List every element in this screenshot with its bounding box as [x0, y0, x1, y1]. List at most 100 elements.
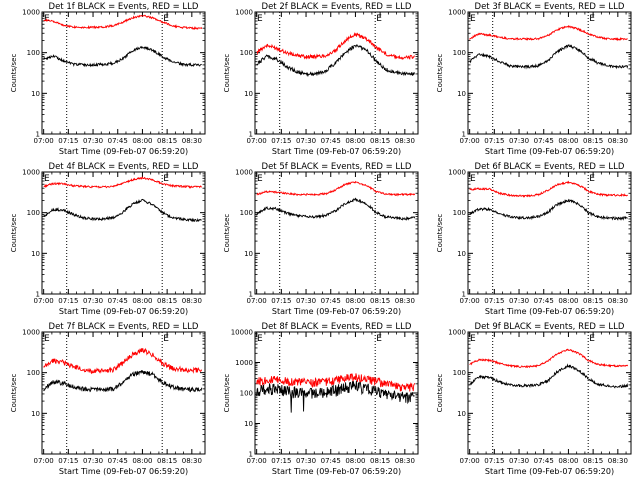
- series-line-events: [43, 45, 202, 68]
- chart-panel-2: Det 2f BLACK = Events, RED = LLD Counts/s…: [223, 2, 419, 156]
- x-tick-label: 07:45: [534, 457, 554, 465]
- series-line-lld: [469, 348, 629, 369]
- series-line-lld: [469, 180, 629, 198]
- x-tick-label: 07:45: [108, 137, 128, 145]
- chart-panel-1: Det 1f BLACK = Events, RED = LLD Counts/s…: [10, 2, 206, 156]
- series-line-events: [256, 197, 416, 221]
- plot-frame: [467, 171, 632, 295]
- x-tick-label: 07:30: [509, 457, 529, 465]
- x-tick-label: 08:30: [395, 457, 415, 465]
- y-tick-label: 1: [249, 131, 253, 139]
- y-tick-label: 100: [27, 209, 40, 217]
- x-tick-label: 07:30: [296, 457, 316, 465]
- y-tick-label: 10: [31, 250, 40, 258]
- x-tick-label: 08:15: [157, 457, 177, 465]
- y-axis-label: Counts/sec: [223, 374, 231, 413]
- x-tick-label: 08:15: [370, 137, 390, 145]
- y-tick-label: 1: [462, 291, 466, 299]
- chart-title: Det 3f BLACK = Events, RED = LLD: [475, 2, 625, 12]
- plot-frame: [254, 171, 419, 295]
- x-tick-label: 07:30: [83, 457, 103, 465]
- y-tick-label: 1000: [22, 9, 40, 17]
- x-tick-label: 08:30: [182, 457, 202, 465]
- x-tick-label: 08:15: [583, 137, 603, 145]
- event-marker-label: E: [376, 14, 382, 24]
- x-tick-label: 08:15: [583, 297, 603, 305]
- series-line-events: [469, 198, 628, 221]
- x-tick-label: 08:15: [583, 457, 603, 465]
- y-tick-label: 1000: [235, 9, 253, 17]
- x-tick-label: 07:00: [460, 137, 480, 145]
- y-tick-label: 1000: [235, 169, 253, 177]
- event-marker-label: E: [44, 334, 50, 344]
- series-line-events: [469, 44, 629, 70]
- y-tick-label: 100: [27, 369, 40, 377]
- chart-panel-5: Det 5f BLACK = Events, RED = LLD Counts/s…: [223, 162, 419, 316]
- x-tick-label: 08:00: [132, 297, 152, 305]
- y-tick-label: 1000: [235, 359, 253, 367]
- x-axis-label: Start Time (09-Feb-07 06:59:20): [485, 147, 614, 156]
- y-tick-label: 1000: [448, 9, 466, 17]
- y-tick-label: 10: [244, 250, 253, 258]
- x-tick-label: 08:15: [157, 297, 177, 305]
- x-tick-label: 07:15: [58, 457, 78, 465]
- x-tick-label: 08:30: [182, 297, 202, 305]
- event-marker-label: E: [376, 174, 382, 184]
- x-tick-label: 07:15: [484, 457, 504, 465]
- event-marker-label: E: [589, 174, 595, 184]
- series-line-lld: [469, 25, 628, 42]
- y-tick-label: 100: [453, 49, 466, 57]
- x-tick-label: 07:30: [296, 297, 316, 305]
- series-line-events: [43, 198, 202, 223]
- x-tick-label: 07:00: [460, 457, 480, 465]
- y-tick-label: 1: [249, 451, 253, 459]
- plot-frame: [41, 171, 206, 295]
- x-tick-label: 07:00: [34, 137, 54, 145]
- y-tick-label: 10: [457, 250, 466, 258]
- x-tick-label: 07:15: [271, 297, 291, 305]
- y-tick-label: 1: [36, 131, 40, 139]
- event-marker-label: E: [257, 334, 263, 344]
- event-marker-label: E: [470, 14, 476, 24]
- x-tick-label: 07:30: [509, 297, 529, 305]
- y-axis-label: Counts/sec: [10, 374, 18, 413]
- y-tick-label: 10: [244, 90, 253, 98]
- y-tick-label: 10: [31, 90, 40, 98]
- y-tick-label: 100: [240, 49, 253, 57]
- series-line-lld: [256, 180, 416, 197]
- chart-panel-7: Det 7f BLACK = Events, RED = LLD Counts/s…: [10, 322, 206, 476]
- y-tick-label: 1: [462, 131, 466, 139]
- x-tick-label: 07:15: [271, 457, 291, 465]
- x-tick-label: 07:30: [509, 137, 529, 145]
- event-marker-label: E: [163, 334, 169, 344]
- x-tick-label: 08:15: [157, 137, 177, 145]
- x-axis-label: Start Time (09-Feb-07 06:59:20): [59, 147, 188, 156]
- x-tick-label: 08:15: [370, 297, 390, 305]
- y-tick-label: 100: [453, 209, 466, 217]
- series-line-events: [256, 43, 416, 78]
- x-tick-label: 07:45: [108, 297, 128, 305]
- event-marker-label: E: [44, 174, 50, 184]
- y-axis-label: Counts/sec: [10, 54, 18, 93]
- chart-title: Det 9f BLACK = Events, RED = LLD: [475, 322, 625, 332]
- y-tick-label: 1000: [22, 169, 40, 177]
- x-tick-label: 07:30: [83, 297, 103, 305]
- chart-title: Det 8f BLACK = Events, RED = LLD: [262, 322, 412, 332]
- y-tick-label: 1000: [22, 329, 40, 337]
- x-tick-label: 08:30: [395, 137, 415, 145]
- chart-title: Det 2f BLACK = Events, RED = LLD: [262, 2, 412, 12]
- x-axis-label: Start Time (09-Feb-07 06:59:20): [485, 467, 614, 476]
- x-tick-label: 07:15: [58, 137, 78, 145]
- y-tick-label: 100: [27, 49, 40, 57]
- x-axis-label: Start Time (09-Feb-07 06:59:20): [272, 307, 401, 316]
- x-tick-label: 08:30: [608, 297, 628, 305]
- event-marker-label: E: [470, 334, 476, 344]
- event-marker-label: E: [376, 334, 382, 344]
- x-tick-label: 08:00: [558, 137, 578, 145]
- x-tick-label: 07:45: [321, 137, 341, 145]
- y-tick-label: 1000: [448, 169, 466, 177]
- x-axis-label: Start Time (09-Feb-07 06:59:20): [59, 467, 188, 476]
- y-axis-label: Counts/sec: [436, 214, 444, 253]
- y-tick-label: 10: [244, 420, 253, 428]
